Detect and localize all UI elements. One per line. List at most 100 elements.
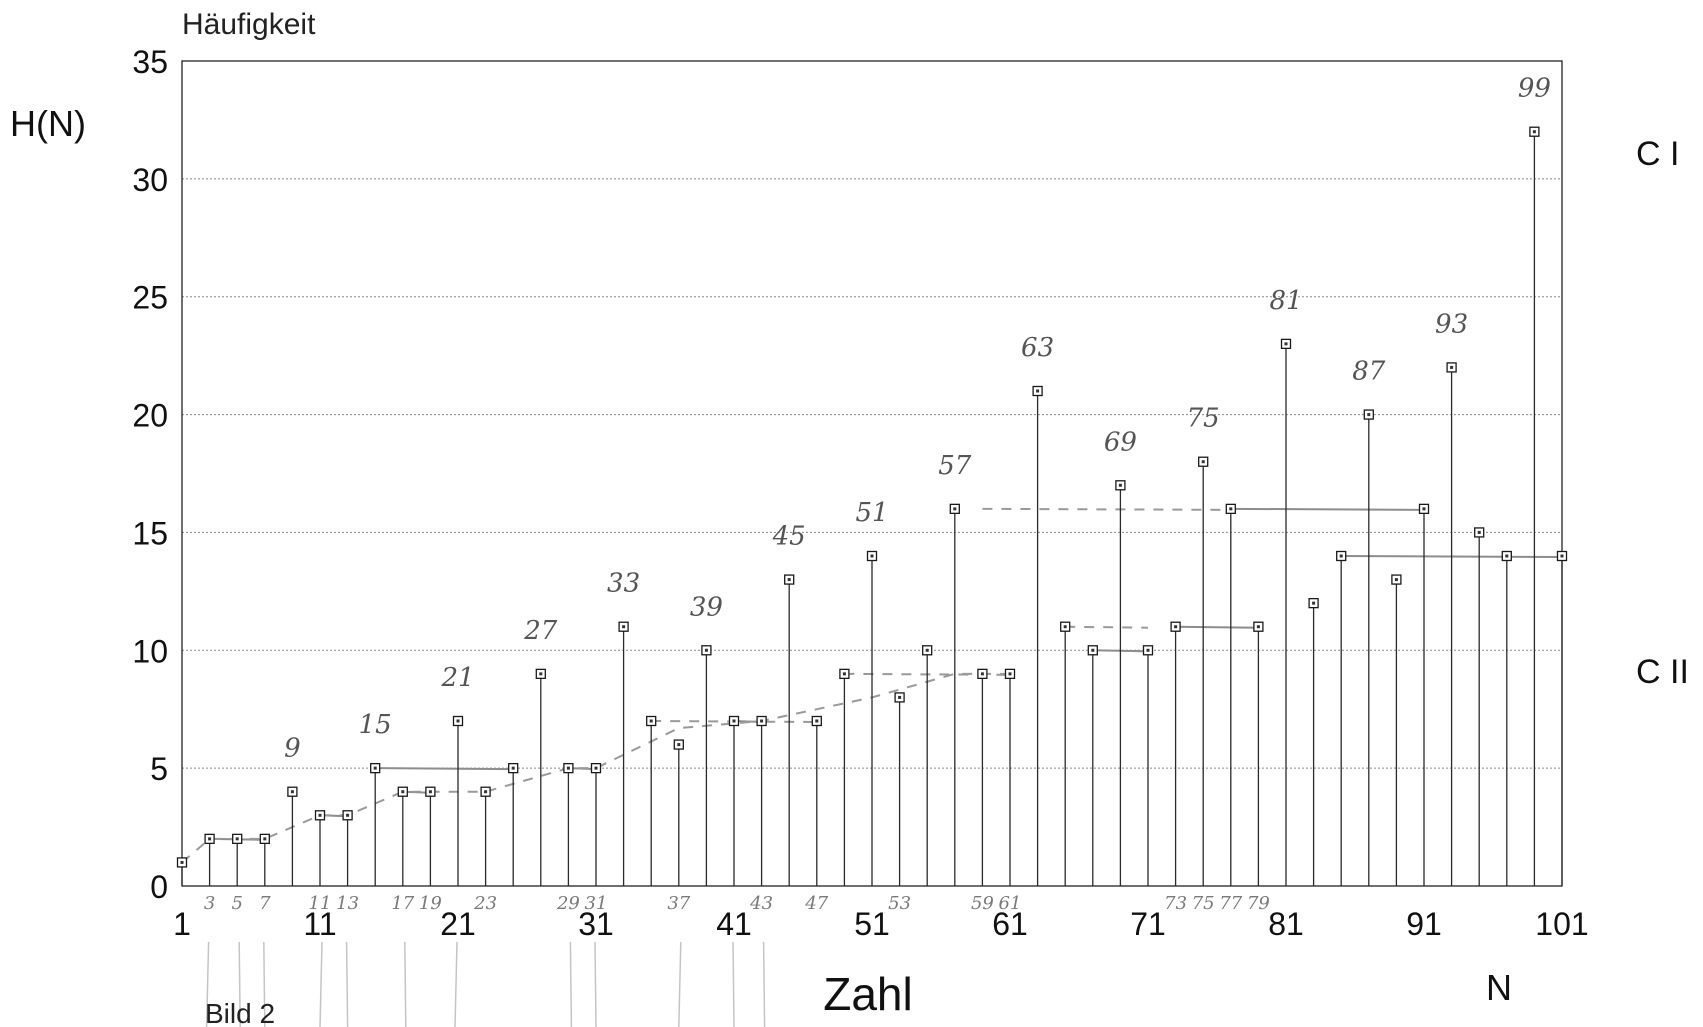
top-note-9: 9 [284, 734, 301, 764]
point-center-3 [208, 837, 212, 841]
point-center-7 [263, 837, 267, 841]
point-center-77 [1229, 507, 1233, 511]
top-note-75: 75 [1187, 404, 1220, 434]
top-note-21: 21 [440, 663, 474, 693]
point-center-37 [677, 743, 681, 747]
x-tick-21: 21 [440, 906, 476, 942]
x-axis-unit-label: N [1486, 967, 1512, 1008]
point-center-69 [1118, 483, 1122, 487]
bottom-note-47: 47 [804, 893, 828, 914]
point-center-17 [401, 790, 405, 794]
pencil-trend [181, 672, 1010, 864]
y-tick-20: 20 [132, 398, 168, 434]
guide-line [762, 941, 766, 1027]
x-tick-71: 71 [1130, 906, 1166, 942]
bottom-note-7: 7 [259, 893, 271, 914]
side-label-c2: C II [1636, 653, 1689, 691]
bottom-note-23: 23 [473, 893, 497, 914]
point-center-49 [842, 672, 846, 676]
bottom-note-77: 77 [1219, 893, 1242, 914]
top-note-15: 15 [359, 710, 392, 740]
point-center-79 [1256, 625, 1260, 629]
y-tick-10: 10 [132, 633, 168, 669]
bottom-note-73: 73 [1164, 893, 1187, 914]
top-note-69: 69 [1104, 427, 1137, 457]
guide-line [732, 941, 735, 1027]
point-center-13 [346, 813, 350, 817]
point-center-41 [732, 719, 736, 723]
bottom-note-13: 13 [336, 893, 359, 914]
guide-line [263, 941, 266, 1027]
top-note-45: 45 [772, 522, 806, 552]
point-center-31 [594, 766, 598, 770]
point-center-99 [1532, 130, 1536, 134]
bottom-annotations: 3 5 7 11 13 17 19 23 29 31 37 43 47 53 59 61 73 75 77 79 [204, 893, 1270, 914]
figure-label: Bild 2 [205, 998, 275, 1027]
x-tick-11: 11 [303, 906, 336, 942]
bottom-note-37: 37 [667, 893, 690, 914]
point-center-5 [235, 837, 239, 841]
point-center-75 [1201, 460, 1205, 464]
bars [176, 126, 1568, 886]
bottom-note-3: 3 [204, 893, 215, 914]
point-center-35 [649, 719, 653, 723]
point-center-47 [815, 719, 819, 723]
point-center-87 [1367, 413, 1371, 417]
top-annotations: 9 15 21 27 33 39 45 51 57 63 69 75 81 87 93 99 [284, 74, 1551, 764]
y-tick-25: 25 [132, 280, 168, 316]
guide-line [345, 941, 349, 1027]
x-tick-101: 101 [1535, 906, 1588, 942]
point-center-61 [1008, 672, 1012, 676]
point-center-67 [1091, 648, 1095, 652]
bottom-note-29: 29 [556, 893, 580, 914]
pencil-line [375, 767, 514, 771]
guide-line [569, 941, 573, 1027]
point-center-15 [373, 766, 377, 770]
guide-line [319, 941, 323, 1027]
top-note-63: 63 [1021, 333, 1054, 363]
point-center-39 [704, 648, 708, 652]
point-center-57 [953, 507, 957, 511]
guide-lines [205, 941, 766, 1027]
side-label-c1: C I [1636, 135, 1679, 173]
x-tick-labels: 1 11 21 31 41 51 61 71 81 91 101 [173, 906, 1589, 942]
top-note-99: 99 [1518, 74, 1551, 104]
point-center-55 [925, 648, 929, 652]
bottom-note-17: 17 [391, 893, 414, 914]
guide-line [238, 941, 241, 1027]
pencil-line [1065, 625, 1149, 629]
y-axis-label: H(N) [10, 103, 86, 144]
x-tick-51: 51 [854, 906, 890, 942]
guide-line [454, 941, 458, 1027]
bottom-note-31: 31 [585, 893, 608, 914]
top-note-81: 81 [1269, 286, 1302, 316]
top-note-87: 87 [1352, 357, 1386, 387]
bottom-note-53: 53 [888, 893, 911, 914]
bottom-note-11: 11 [309, 893, 332, 914]
x-tick-41: 41 [716, 906, 752, 942]
y-tick-0: 0 [150, 869, 168, 905]
point-center-93 [1450, 365, 1454, 369]
bottom-note-59: 59 [971, 893, 994, 914]
point-center-19 [428, 790, 432, 794]
chart-title: Häufigkeit [182, 8, 316, 41]
gridlines [182, 178, 1562, 769]
y-tick-labels: 0 5 10 15 20 25 30 35 [132, 44, 168, 905]
point-center-91 [1422, 507, 1426, 511]
point-center-81 [1284, 342, 1288, 346]
point-center-27 [539, 672, 543, 676]
point-center-9 [290, 790, 294, 794]
point-center-71 [1146, 648, 1150, 652]
point-center-63 [1036, 389, 1040, 393]
point-center-25 [511, 766, 515, 770]
top-note-39: 39 [690, 592, 723, 622]
point-center-89 [1394, 578, 1398, 582]
point-center-1 [180, 860, 184, 864]
point-center-43 [760, 719, 764, 723]
point-center-73 [1174, 625, 1178, 629]
guide-line [205, 941, 210, 1027]
bottom-note-5: 5 [231, 893, 242, 914]
point-center-83 [1312, 601, 1316, 605]
point-center-59 [980, 672, 984, 676]
